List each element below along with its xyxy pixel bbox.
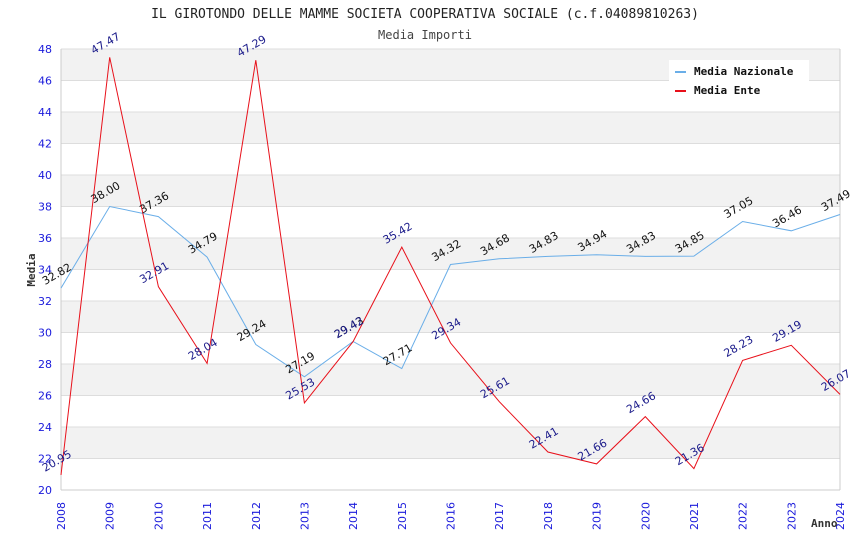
chart-subtitle: Media Importi <box>378 28 472 42</box>
x-tick-label: 2019 <box>591 502 604 530</box>
x-tick-label: 2021 <box>688 502 701 530</box>
y-tick-label: 20 <box>38 484 52 497</box>
x-tick-label: 2017 <box>493 502 506 530</box>
x-tick-label: 2022 <box>737 502 750 530</box>
x-tick-label: 2008 <box>55 502 68 530</box>
y-tick-label: 48 <box>38 43 52 56</box>
chart-title: IL GIROTONDO DELLE MAMME SOCIETA COOPERA… <box>151 7 699 22</box>
y-tick-label: 36 <box>38 232 52 245</box>
y-tick-label: 28 <box>38 358 52 371</box>
y-tick-label: 40 <box>38 169 52 182</box>
data-label-ente: 28.23 <box>722 333 756 360</box>
y-tick-label: 46 <box>38 75 52 88</box>
legend-box <box>669 60 809 102</box>
y-tick-label: 32 <box>38 295 52 308</box>
x-tick-label: 2024 <box>834 502 847 530</box>
y-tick-label: 44 <box>38 106 52 119</box>
y-axis-title: Media <box>25 253 38 286</box>
series-lines <box>60 57 841 476</box>
data-label-ente: 28.04 <box>186 336 220 363</box>
data-label-nazionale: 36.46 <box>770 203 804 230</box>
x-tick-labels: 2008 2009 2010 2011 2012 2013 2014 2015 2016 2017… <box>55 502 847 530</box>
x-tick-label: 2014 <box>347 502 360 530</box>
y-tick-label: 34 <box>38 264 52 277</box>
x-tick-label: 2015 <box>396 502 409 530</box>
x-axis-title: Anno <box>811 517 838 530</box>
y-tick-label: 30 <box>38 327 52 340</box>
y-tick-label: 42 <box>38 138 52 151</box>
x-tick-label: 2016 <box>445 502 458 530</box>
grid-band <box>61 301 840 333</box>
x-tick-label: 2012 <box>250 502 263 530</box>
series-line-ente <box>60 57 841 476</box>
grid-band <box>61 112 840 144</box>
x-tick-label: 2018 <box>542 502 555 530</box>
series-line-nazionale <box>60 205 841 378</box>
y-tick-labels: 20 22 24 26 28 30 32 34 36 38 40 42 44 46 48 <box>38 43 52 497</box>
x-tick-label: 2013 <box>298 502 311 530</box>
y-tick-label: 38 <box>38 201 52 214</box>
x-tick-label: 2023 <box>785 502 798 530</box>
y-tick-label: 24 <box>38 421 52 434</box>
grid-band <box>61 427 840 459</box>
grid-band <box>61 364 840 396</box>
legend-label-ente: Media Ente <box>694 84 761 97</box>
x-tick-label: 2020 <box>639 502 652 530</box>
y-tick-label: 22 <box>38 453 52 466</box>
grid-bands <box>61 49 840 459</box>
x-tick-label: 2011 <box>201 502 214 530</box>
grid-band <box>61 175 840 207</box>
x-tick-label: 2010 <box>152 502 165 530</box>
legend: Media Nazionale Media Ente <box>669 60 809 102</box>
legend-label-nazionale: Media Nazionale <box>694 65 794 78</box>
y-tick-label: 26 <box>38 390 52 403</box>
x-tick-label: 2009 <box>104 502 117 530</box>
